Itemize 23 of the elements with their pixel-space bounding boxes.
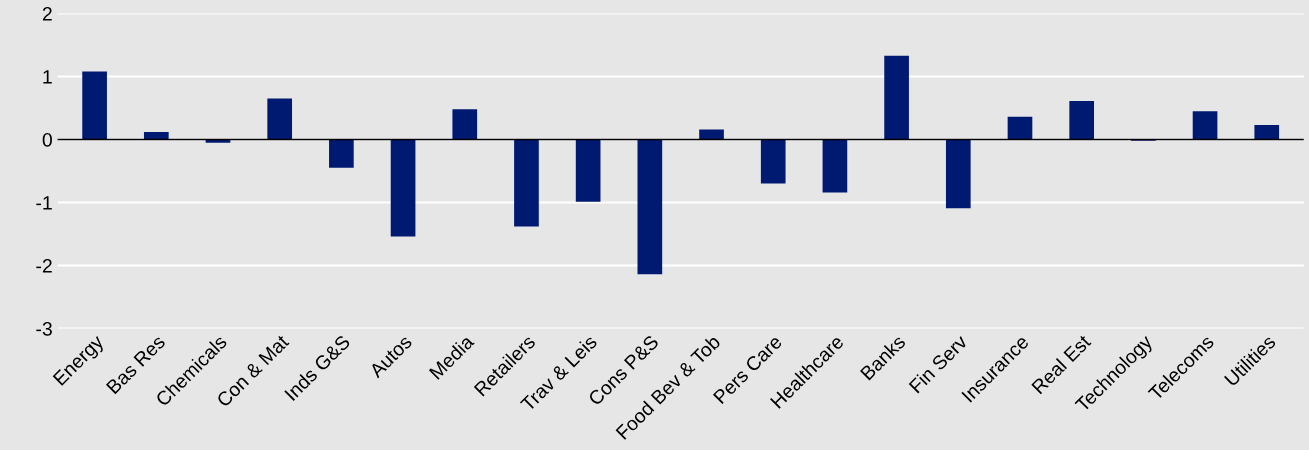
bar: [822, 139, 848, 193]
bar: [884, 55, 909, 140]
bar: [637, 139, 663, 275]
bar: [82, 71, 107, 140]
y-tick-label: 0: [42, 132, 52, 147]
bar: [452, 109, 478, 140]
y-tick-label: 2: [42, 6, 52, 21]
bar: [514, 139, 539, 227]
bar: [390, 139, 416, 237]
bar: [699, 129, 724, 140]
bar: [945, 139, 971, 209]
bar: [760, 139, 786, 184]
bar: [1007, 116, 1033, 140]
bar: [1192, 111, 1218, 140]
bar: [267, 98, 293, 140]
y-tick-label: -3: [36, 321, 52, 336]
bar: [329, 139, 354, 168]
y-tick-label: -1: [36, 196, 52, 210]
bar: [575, 139, 601, 202]
y-tick-label: 1: [43, 70, 52, 84]
bar: [1254, 125, 1280, 140]
bar: [1069, 101, 1095, 140]
y-tick-label: -2: [36, 258, 52, 273]
